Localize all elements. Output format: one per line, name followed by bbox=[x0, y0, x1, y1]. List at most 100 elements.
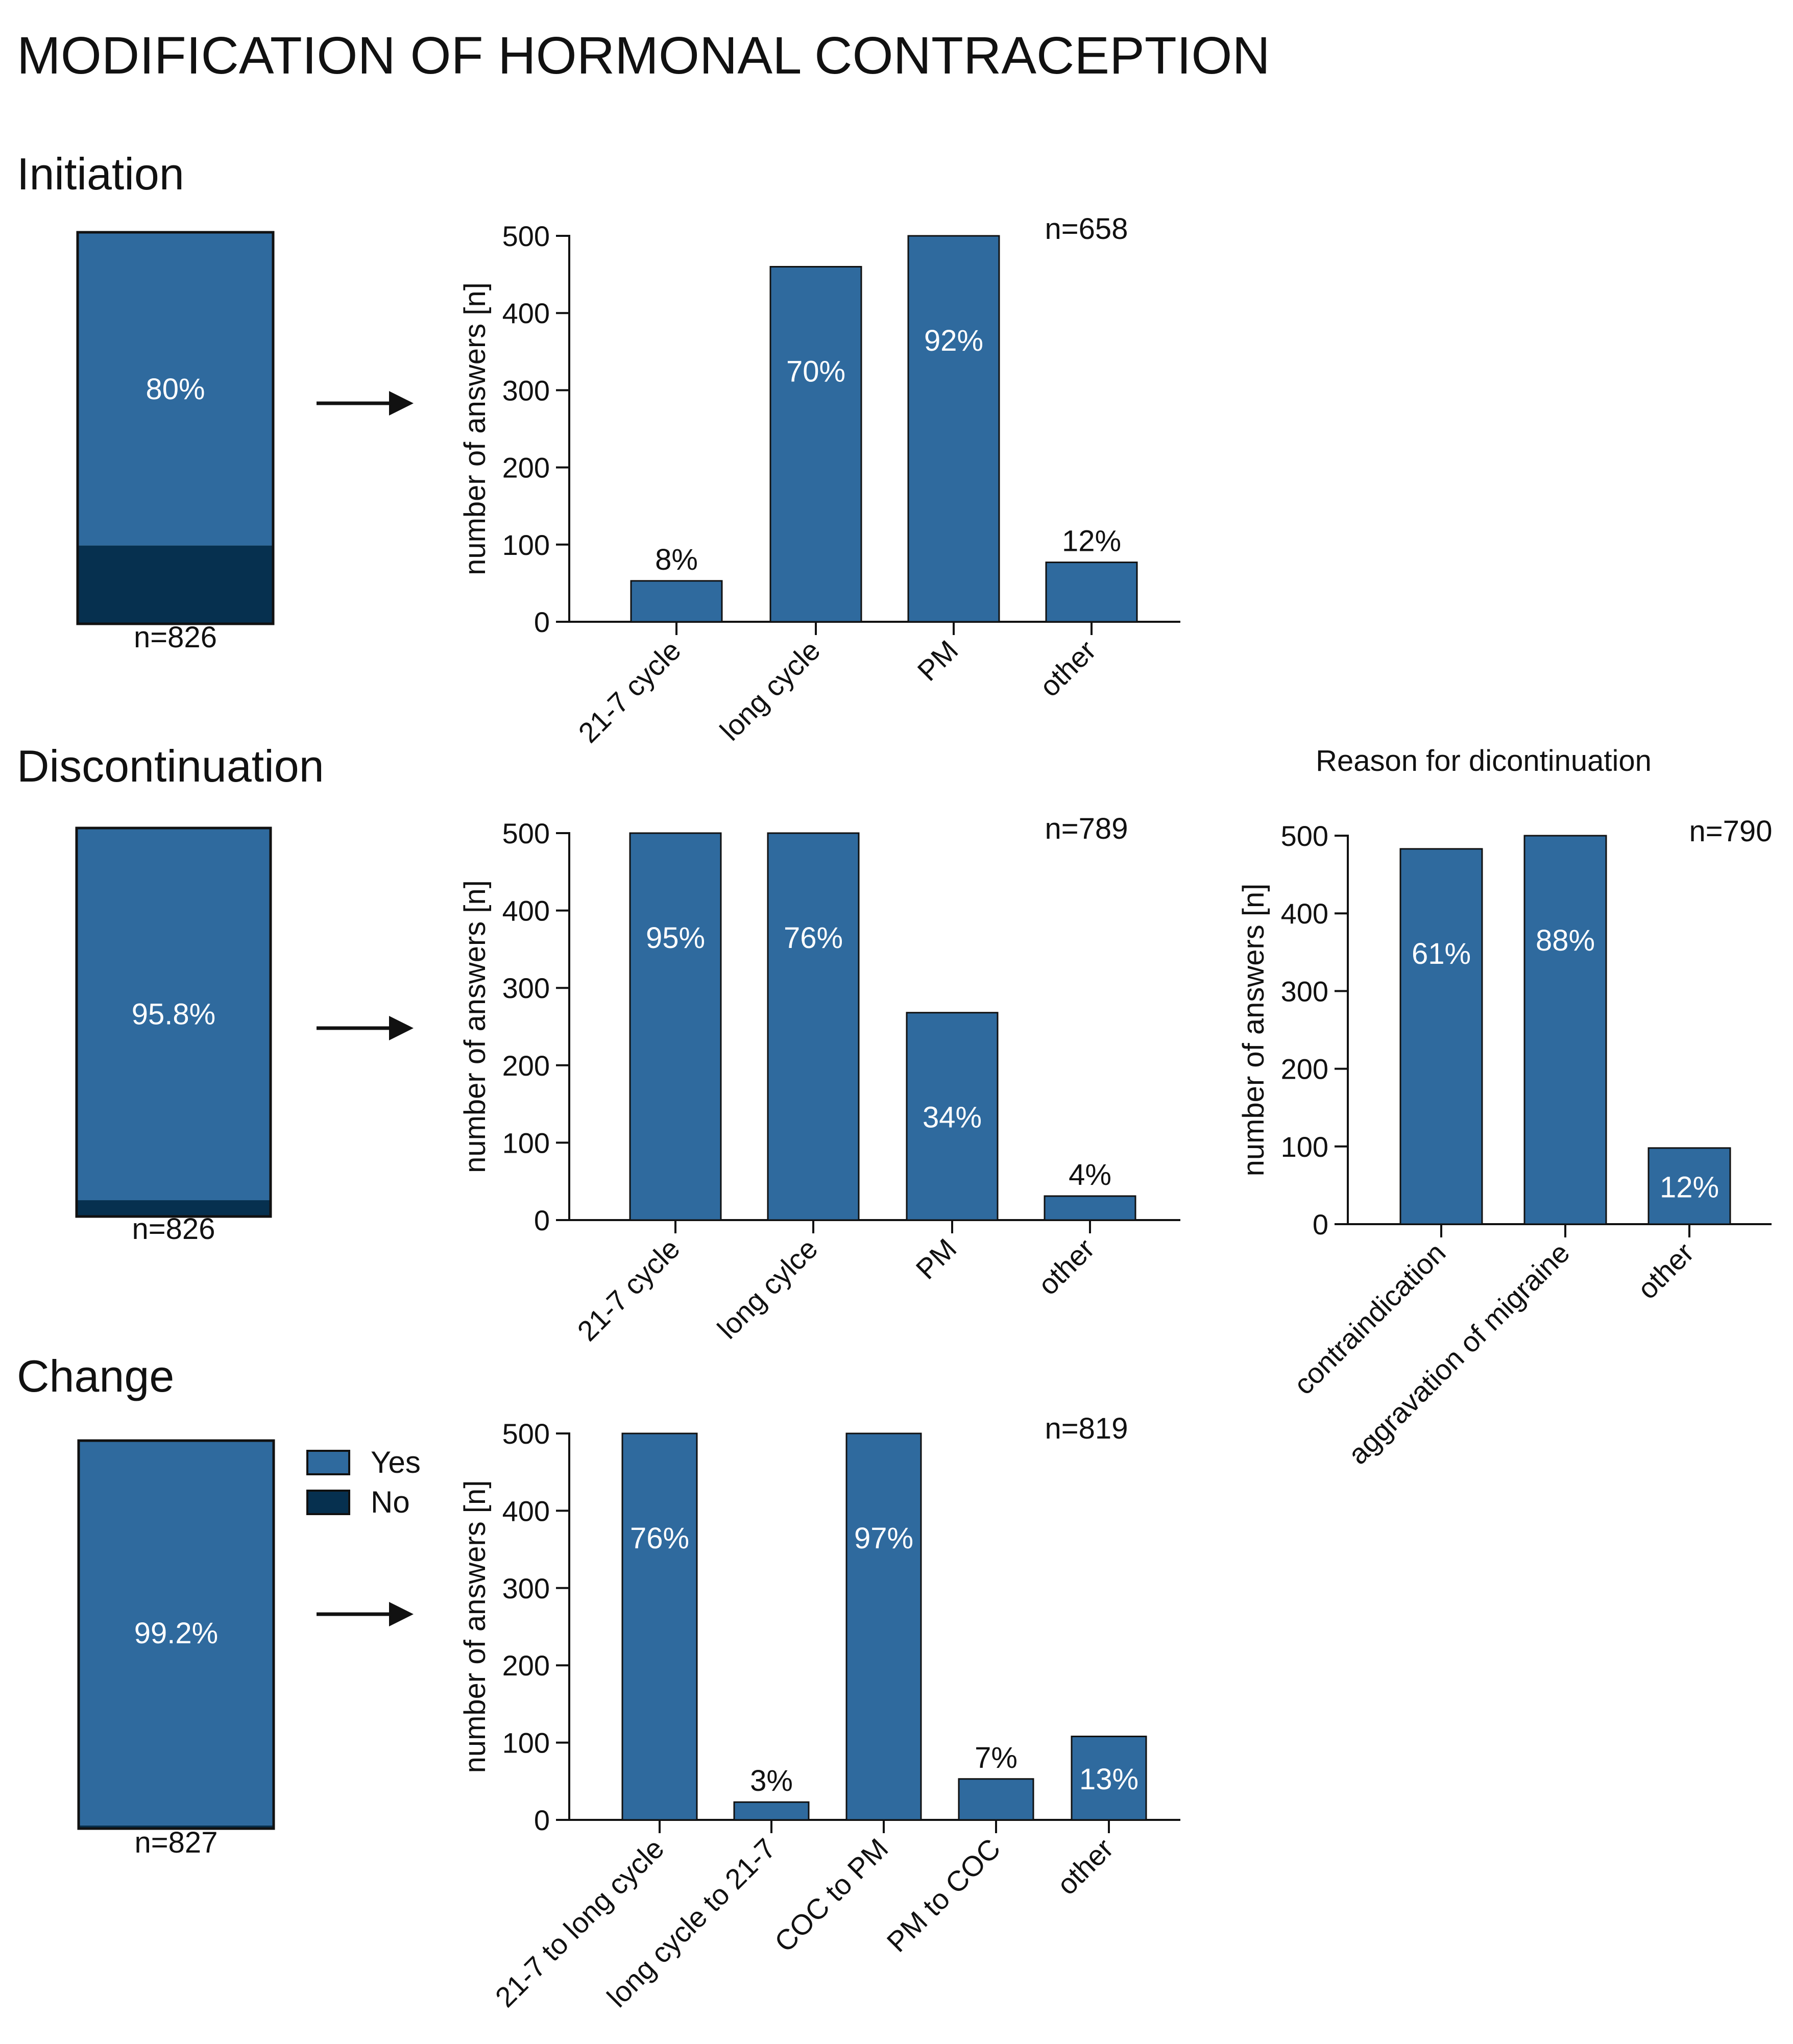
arrow-right-icon bbox=[317, 1016, 414, 1040]
initiation-bars-y-tick-label: 500 bbox=[502, 220, 550, 252]
discontinuation-bars-n-label: n=789 bbox=[1045, 812, 1128, 845]
reason-bars-y-tick-label: 300 bbox=[1281, 975, 1328, 1007]
initiation-stack-n-label: n=826 bbox=[134, 621, 217, 654]
change-bars-y-tick-label: 400 bbox=[502, 1495, 550, 1527]
reason-bars-category-label: aggravation of migraine bbox=[1342, 1236, 1576, 1470]
reason-bars-n-label: n=790 bbox=[1689, 815, 1773, 848]
change-stack-bar-yes bbox=[79, 1441, 274, 1826]
initiation-bars-y-axis-label: number of answers [n] bbox=[458, 282, 492, 575]
reason-bars-data-label: 88% bbox=[1536, 924, 1595, 957]
figure-title: MODIFICATION OF HORMONAL CONTRACEPTION bbox=[17, 26, 1270, 85]
change-bars-data-label: 76% bbox=[630, 1522, 689, 1555]
initiation-stack-bar-yes bbox=[78, 232, 273, 546]
initiation-bars-category-label: PM bbox=[911, 634, 964, 687]
initiation-bars-bar bbox=[769, 265, 862, 623]
discontinuation-bars-y-tick-label: 300 bbox=[502, 972, 550, 1004]
reason-bars-y-tick-label: 0 bbox=[1313, 1208, 1328, 1240]
reason-bars-y-tick-label: 200 bbox=[1281, 1053, 1328, 1085]
reason-bars-bar bbox=[1523, 835, 1607, 1225]
change-bars-y-tick-label: 100 bbox=[502, 1727, 550, 1759]
discontinuation-stack-n-label: n=826 bbox=[132, 1212, 215, 1246]
initiation-stack-value-label: 80% bbox=[146, 373, 205, 406]
discontinuation-bars-category-label: other bbox=[1032, 1232, 1101, 1301]
reason-bars-bar bbox=[1647, 1147, 1731, 1225]
change-bars-bar bbox=[958, 1778, 1034, 1821]
change-bars-y-tick-label: 0 bbox=[534, 1804, 550, 1836]
discontinuation-bars-data-label: 34% bbox=[923, 1101, 982, 1134]
change-bars-n-label: n=819 bbox=[1045, 1412, 1128, 1445]
initiation-bars-data-label: 70% bbox=[786, 355, 845, 388]
initiation-bars-n-label: n=658 bbox=[1045, 212, 1128, 246]
discontinuation-bars-data-label: 95% bbox=[646, 921, 705, 955]
discontinuation-bars-y-tick-label: 200 bbox=[502, 1050, 550, 1082]
initiation-bars-y-tick-label: 400 bbox=[502, 297, 550, 329]
arrow-right-icon bbox=[317, 391, 414, 416]
initiation-bars-y-tick-label: 300 bbox=[502, 374, 550, 406]
change-bars-data-label: 3% bbox=[750, 1764, 793, 1797]
change-bars-data-label: 7% bbox=[975, 1741, 1017, 1774]
discontinuation-bars-bar bbox=[629, 832, 722, 1221]
discontinuation-bars-y-tick-label: 500 bbox=[502, 817, 550, 849]
discontinuation-stack-bar-yes bbox=[77, 828, 271, 1201]
legend-label-no: No bbox=[371, 1485, 410, 1519]
discontinuation-stack-value-label: 95.8% bbox=[132, 998, 215, 1031]
section-title-initiation: Initiation bbox=[17, 149, 184, 199]
change-stack-n-label: n=827 bbox=[135, 1826, 218, 1859]
discontinuation-stack-bar-no bbox=[77, 1200, 271, 1216]
change-bars-data-label: 97% bbox=[854, 1522, 913, 1555]
initiation-bars-bar bbox=[907, 235, 1000, 623]
discontinuation-bars-y-tick-label: 100 bbox=[502, 1127, 550, 1159]
change-bars-y-tick-label: 500 bbox=[502, 1418, 550, 1450]
discontinuation-bars-bar bbox=[906, 1012, 999, 1221]
initiation-bars-category-label: 21-7 cycle bbox=[572, 634, 687, 749]
change-bars-bar bbox=[621, 1432, 698, 1821]
change-bars-bar bbox=[1071, 1735, 1147, 1821]
discontinuation-bars-data-label: 76% bbox=[784, 921, 843, 955]
legend-swatch-yes bbox=[306, 1450, 350, 1475]
initiation-bars-data-label: 12% bbox=[1062, 525, 1121, 558]
reason-bars-data-label: 12% bbox=[1660, 1171, 1719, 1204]
legend-label-yes: Yes bbox=[371, 1445, 421, 1479]
reason-bars-y-tick-label: 400 bbox=[1281, 897, 1328, 930]
reason-bars-y-tick-label: 100 bbox=[1281, 1131, 1328, 1163]
section-title-change: Change bbox=[17, 1351, 175, 1401]
initiation-bars-category-label: long cycle bbox=[714, 634, 827, 747]
change-stack-frame bbox=[77, 1439, 275, 1830]
discontinuation-bars-y-tick-label: 0 bbox=[534, 1204, 550, 1236]
change-bars-y-tick-label: 300 bbox=[502, 1572, 550, 1604]
initiation-bars-category-label: other bbox=[1033, 634, 1102, 703]
discontinuation-bars-category-label: PM bbox=[910, 1232, 963, 1285]
change-bars-data-label: 13% bbox=[1079, 1763, 1138, 1796]
change-bars-bar bbox=[733, 1801, 810, 1821]
initiation-stack-frame bbox=[76, 231, 275, 625]
discontinuation-bars-bar bbox=[1044, 1195, 1136, 1221]
change-bars-bar bbox=[845, 1432, 922, 1821]
change-bars-category-label: other bbox=[1051, 1832, 1120, 1901]
change-stack-bar-no bbox=[79, 1825, 274, 1829]
change-bars-y-axis-label: number of answers [n] bbox=[458, 1480, 492, 1773]
change-bars-category-label: PM to COC bbox=[881, 1832, 1007, 1958]
initiation-bars-data-label: 92% bbox=[924, 324, 983, 357]
discontinuation-bars-bar bbox=[767, 832, 860, 1221]
legend-swatch-no bbox=[306, 1490, 350, 1515]
initiation-bars-bar bbox=[630, 580, 723, 623]
change-bars-category-label: COC to PM bbox=[768, 1832, 894, 1958]
initiation-stack-bar-no bbox=[78, 545, 273, 624]
reason-bars-bar bbox=[1399, 848, 1483, 1225]
initiation-bars-y-tick-label: 0 bbox=[534, 606, 550, 638]
reason-bars-y-tick-label: 500 bbox=[1281, 820, 1328, 852]
reason-bars-category-label: other bbox=[1631, 1236, 1700, 1305]
change-bars-y-tick-label: 200 bbox=[502, 1649, 550, 1682]
initiation-bars-y-tick-label: 200 bbox=[502, 452, 550, 484]
reason-bars-data-label: 61% bbox=[1412, 937, 1471, 970]
initiation-bars-data-label: 8% bbox=[655, 543, 698, 576]
discontinuation-stack-frame bbox=[75, 826, 272, 1218]
discontinuation-bars-category-label: long cylce bbox=[711, 1232, 824, 1345]
discontinuation-bars-data-label: 4% bbox=[1069, 1158, 1111, 1191]
discontinuation-bars-category-label: 21-7 cycle bbox=[571, 1232, 686, 1347]
discontinuation-bars-y-axis-label: number of answers [n] bbox=[458, 880, 492, 1173]
initiation-bars-bar bbox=[1045, 562, 1138, 623]
initiation-bars-y-tick-label: 100 bbox=[502, 529, 550, 561]
section-title-discontinuation: Discontinuation bbox=[17, 741, 324, 791]
